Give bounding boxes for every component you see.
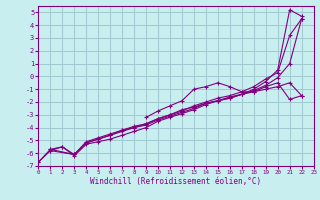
- X-axis label: Windchill (Refroidissement éolien,°C): Windchill (Refroidissement éolien,°C): [91, 177, 261, 186]
